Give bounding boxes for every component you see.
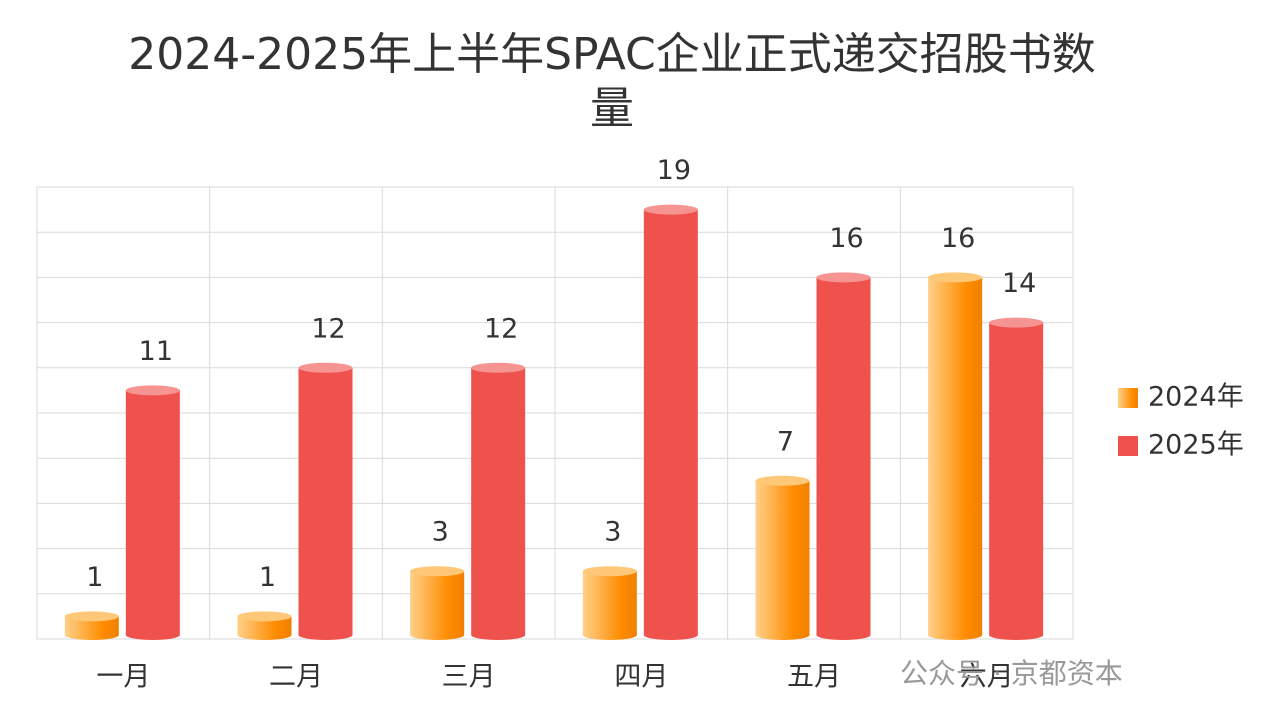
data-label: 12 <box>484 313 518 344</box>
x-tick-label: 三月 <box>442 662 496 693</box>
bar <box>816 272 871 640</box>
data-label: 16 <box>941 223 975 254</box>
x-tick-label: 四月 <box>614 662 668 693</box>
data-label: 19 <box>657 155 691 186</box>
data-label: 12 <box>311 313 345 344</box>
legend-swatch <box>1118 388 1138 408</box>
data-label: 3 <box>432 517 449 548</box>
x-tick-label: 五月 <box>787 662 841 693</box>
chart-title: 2024-2025年上半年SPAC企业正式递交招股书数量 <box>128 29 1096 134</box>
data-label: 3 <box>604 517 621 548</box>
bar <box>410 566 465 640</box>
bar <box>582 566 637 640</box>
bar <box>471 362 526 640</box>
bar <box>989 317 1044 640</box>
bar <box>928 272 983 640</box>
bar <box>755 475 810 640</box>
x-tick-label: 六月 <box>960 662 1014 693</box>
legend-label: 2024年 <box>1148 382 1244 413</box>
bar <box>298 362 353 640</box>
data-label: 14 <box>1002 268 1036 299</box>
legend-swatch <box>1118 436 1138 456</box>
watermark: 公众号 · 京都资本 <box>900 657 1123 690</box>
data-label: 16 <box>829 223 863 254</box>
x-tick-label: 一月 <box>96 662 150 693</box>
bar <box>125 385 180 640</box>
data-label: 7 <box>777 426 794 457</box>
legend-label: 2025年 <box>1148 430 1244 461</box>
bar <box>237 611 292 640</box>
data-label: 1 <box>86 562 103 593</box>
bar <box>64 611 119 640</box>
x-tick-label: 二月 <box>269 662 323 693</box>
bar <box>643 204 698 640</box>
data-label: 1 <box>259 562 276 593</box>
data-label: 11 <box>139 336 173 367</box>
